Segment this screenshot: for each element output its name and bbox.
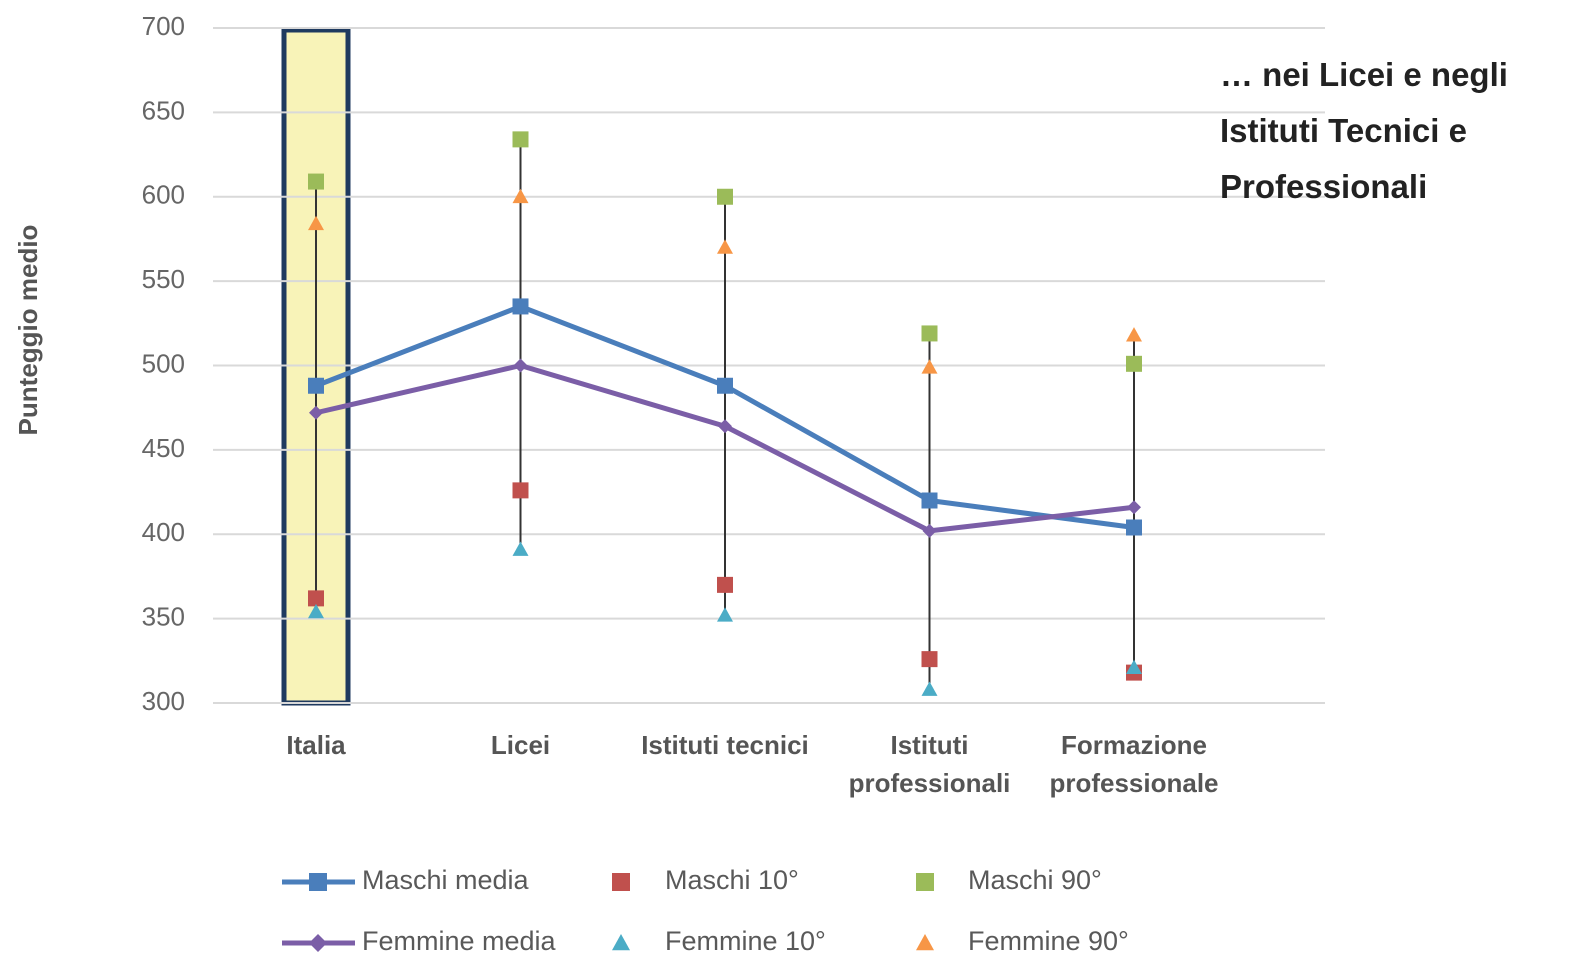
y-tick-label: 450 [142,433,185,463]
data-point [1126,519,1142,536]
y-tick-label: 300 [142,686,185,716]
legend-marker [309,873,327,891]
legend-label: Maschi 90° [968,865,1102,895]
data-point [512,298,529,315]
data-point [921,651,938,668]
annotation: … nei Licei e negli [1220,56,1508,93]
x-tick-label: Istituti professionali [848,730,1011,798]
annotation: Istituti Tecnici e [1220,112,1467,149]
data-point [512,541,529,556]
legend-label: Femmine media [362,926,557,956]
data-point [1127,500,1141,515]
data-point [717,188,733,205]
data-point [717,607,733,622]
data-point [512,188,529,204]
data-point [717,377,733,394]
y-tick-label: 600 [142,180,185,210]
legend-label: Femmine 10° [665,926,826,956]
data-point [512,131,529,148]
x-tick-label: Licei [490,730,551,760]
y-axis-label: Punteggio medio [13,225,43,436]
x-tick-label: Italia [286,730,346,760]
data-point [308,173,324,190]
data-point [309,405,323,420]
legend-label: Femmine 90° [968,926,1129,956]
data-point [717,576,733,593]
legend-marker [309,934,327,952]
y-tick-label: 500 [142,348,185,378]
y-tick-label: 700 [142,11,185,41]
data-point [921,492,938,509]
legend-label: Maschi media [362,865,530,895]
data-point [921,359,938,374]
data-point [513,358,528,373]
y-tick-label: 550 [142,264,185,294]
data-point [308,603,324,619]
legend-marker [612,934,630,951]
data-point [1126,659,1142,674]
data-point [308,377,324,394]
y-tick-label: 400 [142,517,185,547]
y-tick-label: 350 [142,602,185,632]
x-tick-label: Istituti tecnici [641,730,809,760]
x-tick-label: Formazione professionale [1049,730,1219,798]
data-point [1126,355,1142,372]
data-point [921,325,938,342]
data-point [308,590,324,607]
data-point [717,239,733,254]
data-point [922,523,937,538]
legend-marker [612,873,630,891]
legend-label: Maschi 10° [665,865,799,895]
y-tick-label: 650 [142,95,185,125]
annotation: Professionali [1220,168,1428,205]
data-point [308,215,324,231]
data-point [512,482,529,499]
data-point [921,681,938,696]
legend-marker [916,934,934,951]
legend-marker [916,873,934,891]
data-point [1126,327,1142,342]
data-point [718,419,732,434]
